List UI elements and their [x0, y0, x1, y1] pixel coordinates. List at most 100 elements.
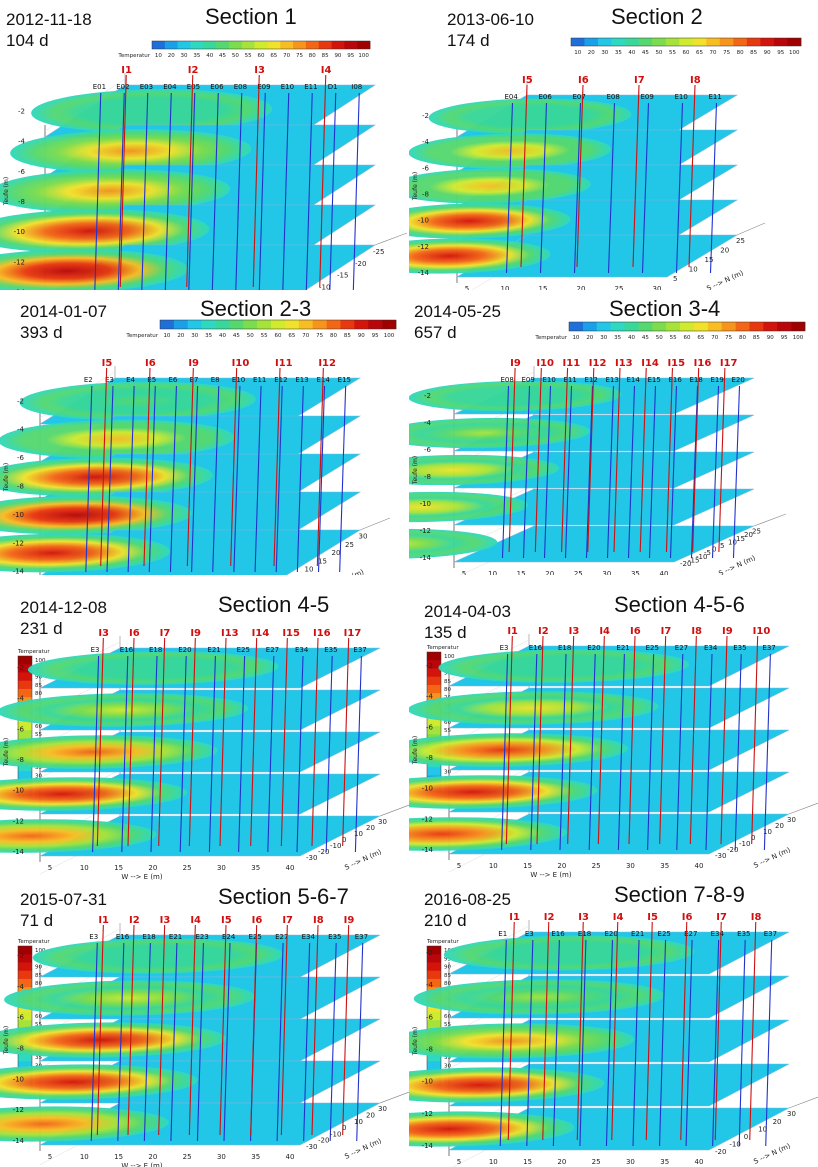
z-tick-label: -14 [13, 848, 25, 856]
well-label-blue: E11 [709, 93, 722, 101]
well-red [250, 924, 258, 1136]
well-red [536, 635, 544, 845]
well-red [597, 635, 605, 845]
slice-heat-zone [0, 209, 210, 253]
well-label-red: I7 [160, 628, 171, 639]
well-label-blue: E06 [210, 83, 224, 91]
well-label-red: I3 [578, 912, 589, 923]
slice-heat-zone [409, 203, 571, 239]
colorbar-tick-label: 65 [696, 50, 703, 56]
y-tick-label: 15 [705, 256, 714, 264]
colorbar-tick-label: 40 [628, 50, 635, 56]
y-tick-label: 30 [787, 816, 796, 824]
well-blue [648, 385, 657, 559]
section-title: Section 4-5 [218, 592, 330, 617]
well-label-blue: E37 [764, 930, 777, 938]
well-blue [275, 385, 283, 573]
well-label-red: I13 [221, 628, 239, 639]
well-blue [106, 385, 114, 573]
y-axis-label: S --> N (m) [326, 568, 365, 575]
colorbar-swatch [749, 322, 764, 331]
well-label-red: I8 [751, 912, 762, 923]
colorbar-swatch [665, 38, 680, 46]
slice-heat-zone [409, 817, 568, 851]
y-tick-label: -20 [680, 560, 691, 568]
well-label-blue: E11 [564, 376, 577, 384]
chart-svg: 10095908580757065605550454035302010Tempe… [0, 915, 409, 1167]
colorbar-swatch [173, 320, 189, 329]
colorbar-swatch [305, 41, 320, 49]
slice-heat-zone [4, 980, 255, 1016]
colorbar-tick-label: 85 [35, 683, 42, 689]
well-red [520, 84, 528, 268]
slice-heat-zone [409, 775, 598, 809]
days-label: 210 d [424, 911, 467, 930]
y-tick-label: 10 [758, 1125, 767, 1133]
well-label-red: I11 [275, 358, 293, 369]
z-axis-label: Teufe (m) [3, 738, 10, 767]
well-label-red: I11 [563, 358, 581, 369]
well-blue [121, 655, 129, 853]
well-blue [632, 939, 640, 1147]
well-label-red: I15 [667, 358, 685, 369]
z-tick-label: -6 [17, 725, 25, 733]
x-tick-label: 40 [660, 570, 669, 575]
colorbar-swatch [427, 970, 441, 980]
well-blue [530, 653, 538, 851]
colorbar-tick-label: 60 [683, 50, 690, 56]
well-label-red: I5 [102, 358, 113, 369]
well-label-red: I17 [720, 358, 738, 369]
colorbar-swatch [427, 1061, 441, 1070]
colorbar-swatch [18, 1053, 32, 1062]
colorbar-tick-label: 60 [444, 1014, 451, 1020]
well-label-red: I2 [129, 915, 140, 926]
temperature-slices [409, 931, 790, 1151]
x-tick-label: 40 [695, 862, 704, 870]
well-blue [641, 102, 650, 274]
well-red [665, 367, 673, 553]
z-axis: -2 -4 -6 -8 -10 -12 -14 Teufe (m) [3, 108, 26, 290]
well-blue [164, 92, 172, 290]
wells: E2E3E4E5E6E7E8E10E11E12E13E14E15I5I6I9I1… [84, 358, 351, 573]
well-label-red: I9 [188, 358, 199, 369]
colorbar-swatch [652, 38, 667, 46]
colorbar-swatch [652, 322, 667, 331]
well-red [250, 637, 258, 847]
x-tick-label: 25 [592, 1158, 601, 1166]
y-tick-label: 10 [728, 538, 737, 546]
x-tick-label: 25 [574, 570, 583, 575]
x-tick-label: 35 [251, 864, 260, 872]
colorbar-tick-label: 100 [35, 658, 46, 664]
slice-heat-zone [409, 238, 551, 274]
well-label-red: I15 [282, 628, 300, 639]
y-axis-label: S --> N (m) [705, 269, 744, 290]
colorbar-swatch [427, 684, 441, 694]
well-label-blue: E21 [631, 930, 644, 938]
y-tick-label: -10 [696, 553, 707, 561]
colorbar-tick-label: 45 [642, 335, 649, 341]
well-blue [276, 942, 284, 1142]
well-label-red: I6 [252, 915, 263, 926]
y-axis-label: S --> N (m) [752, 846, 791, 870]
well-red [96, 637, 104, 847]
colorbar-swatch [680, 322, 695, 331]
x-tick-label: 10 [488, 570, 497, 575]
well-label-blue: E06 [539, 93, 553, 101]
well-label-blue: E16 [551, 930, 565, 938]
well-label-red: I10 [536, 358, 554, 369]
z-axis: -2 -4 -6 -8 -10 -12 -14 Teufe (m) [412, 112, 430, 277]
slice-heat-zone [0, 457, 214, 497]
well-blue [499, 939, 507, 1147]
z-tick-label: -8 [424, 473, 431, 481]
well-label-blue: E35 [328, 933, 341, 941]
y-tick-label: -20 [355, 260, 366, 268]
y-axis-label: S --> N (m) [717, 554, 756, 575]
temperature-slices [0, 377, 362, 575]
x-tick-label: 30 [626, 1158, 635, 1166]
well-label-blue: E21 [616, 644, 629, 652]
chart-svg: 10 20 30 35 40 45 50 55 60 65 70 75 80 85 90 95 100Tempe… [409, 321, 806, 575]
z-tick-label: -12 [420, 527, 431, 535]
date-label: 2016-08-25 [424, 890, 511, 909]
section-title: Section 4-5-6 [614, 592, 745, 617]
